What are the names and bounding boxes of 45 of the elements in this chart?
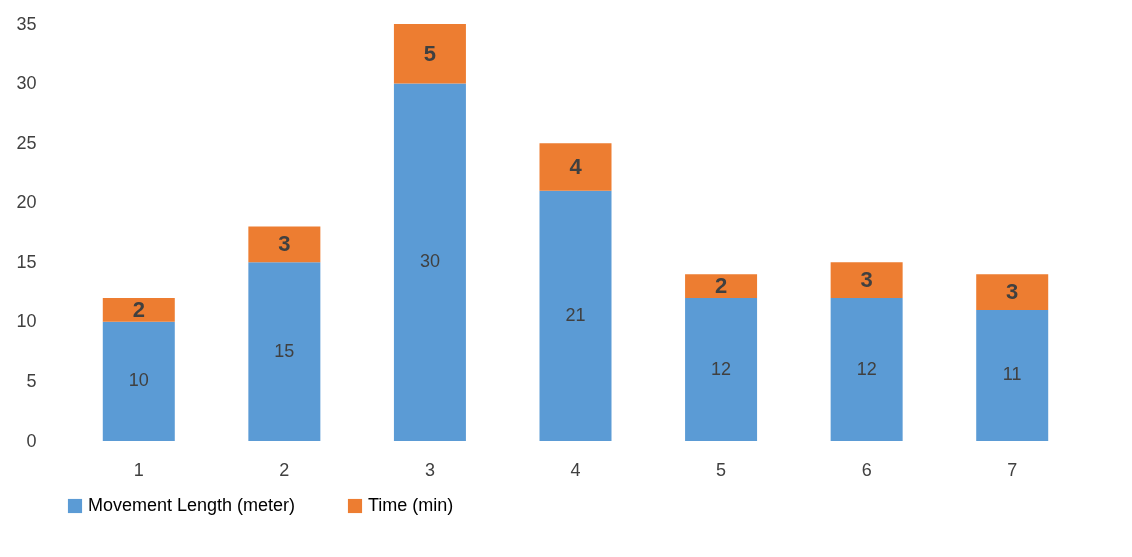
y-tick-label: 5 bbox=[26, 370, 37, 391]
data-label: 2 bbox=[132, 296, 145, 322]
x-tick-label: 7 bbox=[1007, 459, 1018, 480]
bar bbox=[393, 83, 466, 441]
x-tick-label: 1 bbox=[133, 459, 144, 480]
data-label: 3 bbox=[278, 231, 291, 257]
bar bbox=[102, 321, 175, 441]
x-tick-label: 3 bbox=[424, 459, 435, 480]
data-label: 10 bbox=[128, 370, 149, 391]
y-tick-label: 25 bbox=[16, 132, 37, 153]
y-tick-label: 30 bbox=[16, 73, 37, 94]
data-label: 15 bbox=[274, 340, 295, 361]
data-label: 2 bbox=[714, 273, 728, 299]
y-tick-label: 0 bbox=[26, 430, 37, 451]
bar bbox=[685, 274, 758, 299]
bar bbox=[539, 190, 612, 441]
bar bbox=[830, 298, 903, 441]
bar bbox=[248, 262, 321, 441]
data-label: 3 bbox=[1006, 279, 1019, 305]
data-label: 12 bbox=[856, 358, 877, 379]
data-label: 21 bbox=[565, 304, 586, 325]
x-tick-label: 2 bbox=[279, 459, 290, 480]
bar bbox=[976, 309, 1049, 441]
data-label: 30 bbox=[419, 251, 440, 272]
bar bbox=[539, 143, 612, 191]
bar bbox=[393, 24, 466, 84]
x-tick-label: 4 bbox=[570, 459, 581, 480]
data-label: 5 bbox=[423, 40, 437, 66]
y-tick-label: 10 bbox=[16, 311, 37, 332]
data-label: 12 bbox=[711, 358, 732, 379]
data-label: 4 bbox=[569, 153, 583, 179]
y-tick-label: 20 bbox=[16, 192, 37, 213]
data-label: 3 bbox=[860, 267, 873, 293]
legend-label: Time (min) bbox=[368, 495, 454, 515]
bar bbox=[976, 274, 1049, 310]
x-tick-label: 5 bbox=[716, 459, 727, 480]
legend-label: Movement Length (meter) bbox=[88, 495, 296, 515]
bar bbox=[102, 298, 175, 322]
x-tick-label: 6 bbox=[861, 459, 872, 480]
y-tick-label: 35 bbox=[16, 13, 37, 34]
bar bbox=[248, 226, 321, 263]
bar bbox=[685, 298, 758, 441]
data-label: 11 bbox=[1002, 364, 1022, 385]
y-tick-label: 15 bbox=[16, 251, 37, 272]
bar bbox=[830, 262, 903, 299]
